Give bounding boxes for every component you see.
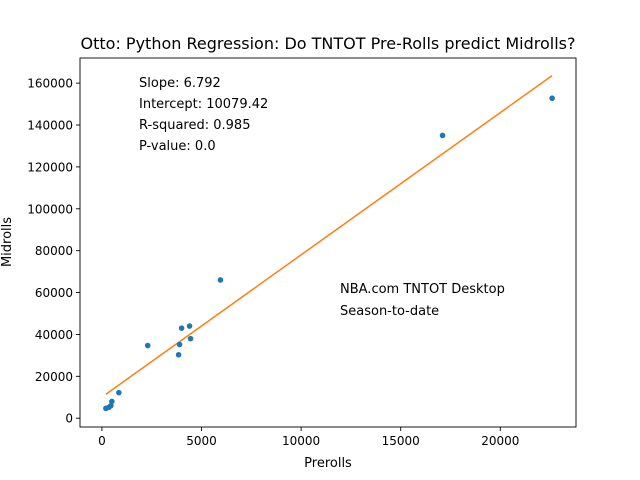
regression-line (105, 75, 553, 395)
plot-frame (79, 57, 577, 428)
y-tick-label: 120000 (27, 160, 73, 174)
y-axis-label: Midrolls (0, 217, 15, 267)
data-point (186, 323, 193, 329)
source-annotation: NBA.com TNTOT Desktop Season-to-date (340, 282, 505, 319)
x-tick-label: 10000 (282, 434, 320, 448)
x-tick-label: 5000 (186, 434, 217, 448)
pvalue-text: P-value: 0.0 (139, 139, 216, 154)
intercept-text: Intercept: 10079.42 (139, 97, 268, 112)
y-tick-label: 0 (65, 412, 73, 426)
data-point (108, 402, 114, 409)
y-tick-label: 100000 (27, 202, 73, 216)
data-point (116, 389, 122, 396)
source-line-1: NBA.com TNTOT Desktop (340, 282, 505, 297)
data-point (109, 398, 115, 405)
data-point (439, 132, 446, 139)
data-point (144, 342, 151, 349)
data-point (178, 325, 185, 331)
x-tick-label: 20000 (481, 434, 519, 448)
data-point (176, 341, 183, 348)
y-tick-label: 80000 (35, 244, 73, 258)
data-point (187, 335, 194, 342)
plot-area: 0 5000 10000 15000 20000 0 20000 40000 60000 8000… (27, 57, 577, 448)
data-point (549, 95, 555, 102)
data-point (175, 351, 182, 358)
x-axis-label: Prerolls (304, 456, 352, 471)
slope-text: Slope: 6.792 (139, 76, 221, 91)
chart-title: Otto: Python Regression: Do TNTOT Pre-Ro… (81, 34, 576, 53)
x-tick-label: 15000 (382, 434, 420, 448)
x-tick-label: 0 (98, 434, 106, 448)
y-tick-label: 60000 (35, 286, 73, 300)
y-tick-label: 40000 (35, 328, 73, 342)
y-tick-label: 160000 (27, 77, 73, 91)
source-line-2: Season-to-date (340, 304, 439, 319)
rsquared-text: R-squared: 0.985 (139, 118, 250, 133)
y-tick-label: 140000 (27, 119, 73, 133)
stats-annotation: Slope: 6.792 Intercept: 10079.42 R-squar… (139, 76, 268, 154)
data-point (217, 277, 224, 283)
y-tick-label: 20000 (35, 370, 73, 384)
